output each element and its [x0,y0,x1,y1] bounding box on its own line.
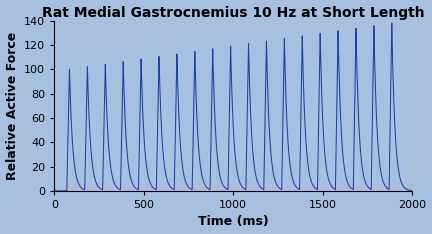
Y-axis label: Relative Active Force: Relative Active Force [6,32,19,180]
Title: Rat Medial Gastrocnemius 10 Hz at Short Length: Rat Medial Gastrocnemius 10 Hz at Short … [42,6,425,20]
X-axis label: Time (ms): Time (ms) [198,216,269,228]
